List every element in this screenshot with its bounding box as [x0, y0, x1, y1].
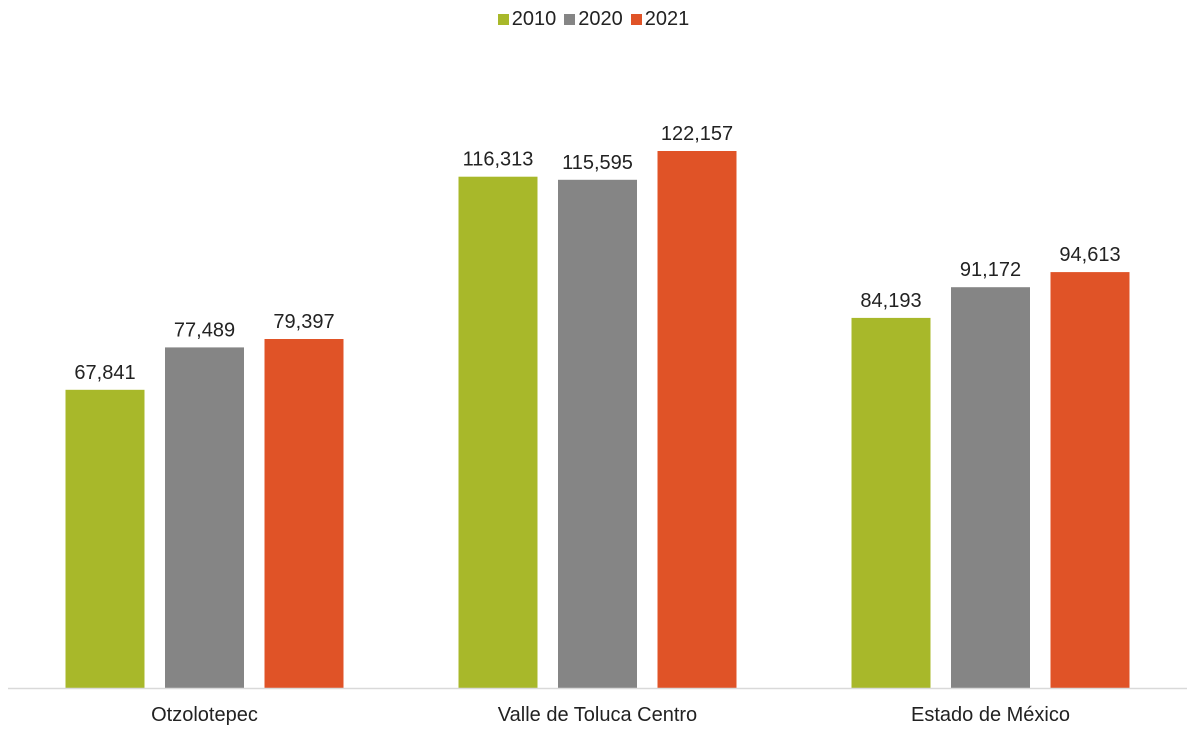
bar-2021-2 — [1050, 272, 1130, 688]
bar-2020-2 — [951, 287, 1030, 688]
data-label-2010-2: 84,193 — [860, 290, 921, 312]
legend-swatch-2021 — [630, 14, 642, 25]
x-tick-label-2: Estado de México — [911, 704, 1070, 726]
data-label-2020-2: 91,172 — [960, 259, 1021, 281]
data-label-2010-1: 116,313 — [463, 149, 534, 171]
bar-2021-1 — [657, 151, 737, 688]
bar-2010-0 — [65, 389, 145, 688]
legend-label-2020: 2020 — [578, 8, 623, 30]
data-label-2020-0: 77,489 — [174, 319, 235, 341]
bar-2020-1 — [558, 179, 637, 689]
legend-swatch-2020 — [564, 14, 576, 25]
x-tick-label-0: Otzolotepec — [151, 704, 258, 726]
legend-label-2010: 2010 — [511, 8, 557, 30]
x-tick-label-1: Valle de Toluca Centro — [498, 704, 697, 726]
bar-2020-0 — [165, 347, 244, 688]
data-label-2020-1: 115,595 — [562, 152, 633, 174]
bar-2010-1 — [458, 176, 538, 688]
legend-item-2021: 2021 — [630, 8, 690, 31]
data-label-2021-1: 122,157 — [661, 123, 733, 145]
legend-item-2010: 2010 — [497, 8, 557, 31]
legend-label-2021: 2021 — [644, 8, 690, 30]
data-label-2021-0: 79,397 — [273, 311, 334, 333]
legend-item-2020: 2020 — [564, 8, 623, 31]
chart-legend: 2010 2020 2021 — [0, 8, 1187, 31]
bar-2010-2 — [851, 317, 931, 688]
legend-swatch-2010 — [497, 14, 509, 25]
bar-2021-0 — [264, 339, 344, 688]
data-label-2010-0: 67,841 — [74, 362, 135, 384]
data-label-2021-2: 94,613 — [1059, 244, 1120, 266]
